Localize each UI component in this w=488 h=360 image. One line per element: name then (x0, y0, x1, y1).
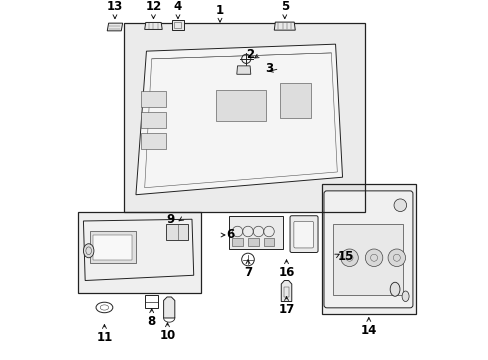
Polygon shape (274, 22, 295, 30)
Text: 17: 17 (278, 303, 294, 316)
Bar (171, 21, 184, 30)
Bar (216, 90, 265, 121)
Bar (174, 22, 181, 28)
Bar (283, 287, 289, 297)
Bar (141, 91, 165, 107)
Polygon shape (83, 219, 193, 280)
Bar (93, 235, 131, 260)
Polygon shape (163, 297, 174, 318)
Polygon shape (144, 22, 162, 30)
Circle shape (340, 249, 358, 266)
FancyBboxPatch shape (293, 221, 313, 248)
Circle shape (365, 249, 382, 266)
Bar (78, 212, 200, 293)
Polygon shape (136, 44, 342, 195)
Circle shape (387, 249, 405, 266)
Text: 3: 3 (264, 62, 272, 75)
Bar (141, 134, 165, 149)
Ellipse shape (401, 291, 408, 302)
Bar (165, 225, 188, 240)
Bar (279, 83, 310, 118)
Polygon shape (107, 23, 122, 31)
FancyBboxPatch shape (289, 216, 317, 252)
Bar (321, 184, 415, 314)
Text: 15: 15 (337, 249, 353, 262)
Text: 1: 1 (216, 4, 224, 17)
Bar (263, 238, 274, 246)
FancyBboxPatch shape (324, 191, 412, 308)
Text: 4: 4 (174, 0, 182, 13)
Bar (123, 23, 365, 212)
Bar (145, 295, 158, 308)
Text: 6: 6 (226, 229, 234, 242)
Ellipse shape (389, 282, 399, 296)
Bar (90, 231, 136, 263)
Text: 5: 5 (280, 0, 288, 13)
Bar (123, 23, 365, 212)
Text: 7: 7 (244, 266, 251, 279)
Text: 13: 13 (106, 0, 123, 13)
Circle shape (393, 199, 406, 212)
Text: 10: 10 (159, 329, 175, 342)
Polygon shape (236, 66, 250, 74)
Polygon shape (281, 280, 291, 302)
Text: 9: 9 (166, 213, 175, 226)
Text: 11: 11 (96, 331, 112, 344)
Bar (78, 212, 200, 293)
Text: 8: 8 (147, 315, 156, 328)
Ellipse shape (83, 244, 94, 258)
Polygon shape (228, 216, 283, 249)
Bar (321, 184, 415, 314)
Text: 14: 14 (360, 324, 376, 337)
Bar (141, 112, 165, 128)
Bar (247, 238, 258, 246)
Bar (232, 238, 242, 246)
Text: 2: 2 (245, 48, 253, 61)
Bar (332, 225, 402, 294)
Text: 16: 16 (278, 266, 294, 279)
Text: 12: 12 (145, 0, 161, 13)
